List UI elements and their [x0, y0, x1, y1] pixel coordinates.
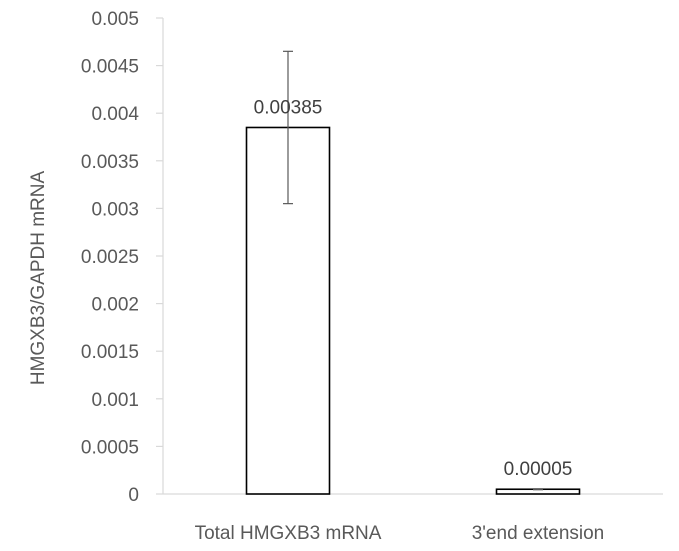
x-tick-label: 3'end extension — [472, 523, 605, 544]
y-axis-title: HMGXB3/GAPDH mRNA — [28, 171, 49, 386]
x-axis: Total HMGXB3 mRNA 3'end extension — [163, 493, 663, 544]
y-tick-label: 0.0025 — [81, 247, 139, 268]
y-axis: 0 0.0005 0.001 0.0015 0.002 0.0025 0.003 0.0035… — [81, 9, 164, 506]
y-tick-label: 0.001 — [91, 390, 139, 411]
y-tick-label: 0.005 — [91, 9, 139, 30]
y-tick-label: 0.0005 — [81, 437, 139, 458]
data-label: 0.00385 — [254, 97, 323, 118]
bar-group: 0.00005 — [495, 459, 581, 495]
data-label: 0.00005 — [504, 459, 573, 480]
bars: 0.00385 0.00005 — [245, 50, 581, 495]
x-tick-label: Total HMGXB3 mRNA — [195, 523, 382, 544]
y-tick-label: 0.0015 — [81, 342, 139, 363]
y-tick-label: 0.0045 — [81, 57, 139, 78]
y-tick-label: 0.0035 — [81, 152, 139, 173]
bar-group: 0.00385 — [245, 50, 331, 495]
y-tick-label: 0.004 — [91, 104, 139, 125]
y-tick-label: 0 — [128, 485, 139, 506]
y-tick-label: 0.003 — [91, 199, 139, 220]
y-tick-label: 0.002 — [91, 295, 139, 316]
